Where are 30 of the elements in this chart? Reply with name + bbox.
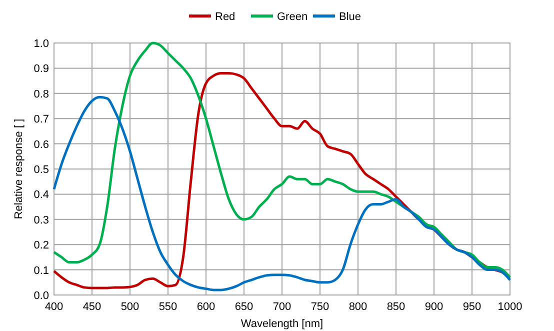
y-tick-label: 0.4 [34,189,49,202]
x-tick-label: 500 [120,301,140,313]
y-tick-label: 0.6 [34,138,49,151]
x-tick-label: 650 [234,301,254,313]
y-tick-label: 0.1 [34,264,49,277]
x-tick-label: 750 [310,301,330,313]
legend-label: Blue [339,11,362,23]
x-tick-label: 600 [196,301,216,313]
x-tick-label: 1000 [498,301,522,313]
y-tick-label: 0.9 [34,63,49,76]
y-tick-label: 0.2 [34,240,49,252]
x-tick-label: 800 [348,301,368,313]
y-tick-label: 0.5 [34,164,49,176]
line-series [52,42,512,279]
x-tick-label: 400 [44,301,64,313]
y-tick-label: 0.8 [34,88,49,100]
y-tick-label: 1.0 [34,38,49,50]
y-tick-label: 0.0 [34,290,49,302]
x-tick-label: 950 [462,301,482,313]
x-tick-label: 550 [158,301,178,313]
y-axis-title: Relative response [ ] [13,118,25,220]
legend-label: Red [215,11,236,23]
x-tick-label: 900 [424,301,444,313]
x-tick-label: 450 [82,301,102,313]
y-tick-label: 0.3 [34,214,49,226]
legend-label: Green [277,11,308,23]
x-tick-label: 700 [272,301,292,313]
y-tick-label: 0.7 [34,114,49,126]
x-tick-label: 850 [386,301,406,313]
x-axis-title: Wavelength [nm] [240,318,324,330]
